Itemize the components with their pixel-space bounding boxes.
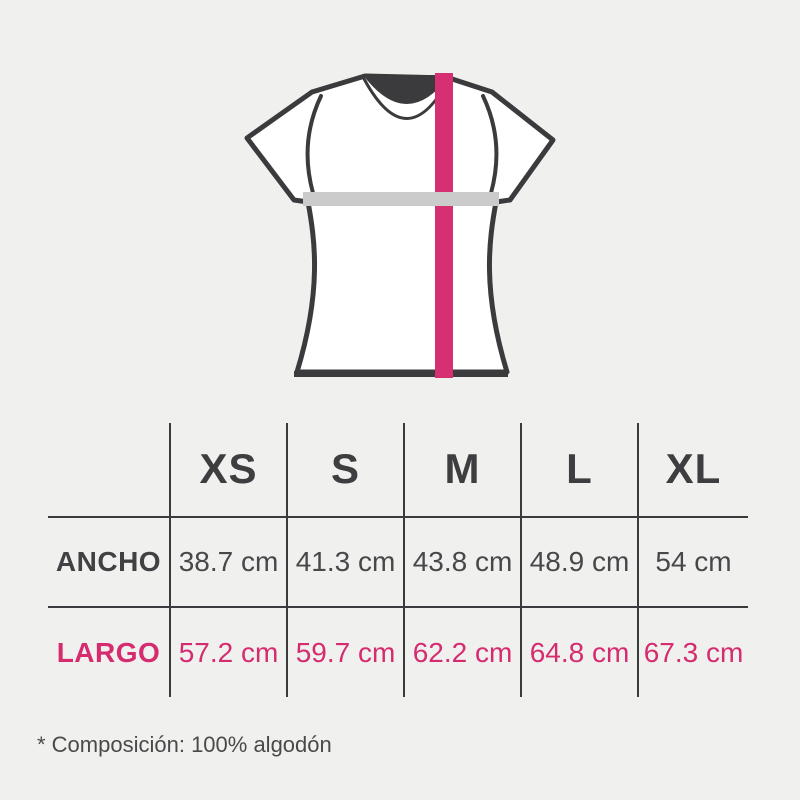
neck-opening (363, 75, 450, 104)
largo-value-xs: 57.2 cm (169, 608, 286, 697)
ancho-value-l: 48.9 cm (520, 517, 637, 607)
corner-cell (48, 423, 169, 516)
ancho-value-xs: 38.7 cm (169, 517, 286, 607)
largo-row: LARGO 57.2 cm 59.7 cm 62.2 cm 64.8 cm 67… (48, 606, 748, 697)
size-header-s: S (286, 423, 403, 516)
size-header-xs: XS (169, 423, 286, 516)
size-header-xl: XL (637, 423, 748, 516)
ancho-row-label: ANCHO (55, 545, 162, 577)
size-header-row: XS S M L XL (48, 423, 748, 516)
largo-row-label: LARGO (56, 636, 161, 668)
left-armhole-seam (305, 94, 323, 195)
ancho-row: ANCHO 38.7 cm 41.3 cm 43.8 cm 48.9 cm 54… (48, 515, 748, 607)
composition-footnote: * Composición: 100% algodón (37, 732, 332, 757)
ancho-value-m: 43.8 cm (403, 517, 520, 607)
width-band (303, 192, 499, 206)
largo-value-xl: 67.3 cm (637, 608, 748, 697)
length-band (435, 73, 453, 378)
size-table: XS S M L XL ANCHO 38.7 cm 41.3 cm 43.8 c… (48, 423, 748, 697)
tshirt-outline (244, 73, 556, 375)
ancho-value-s: 41.3 cm (286, 517, 403, 607)
size-header-m: M (403, 423, 520, 516)
largo-value-l: 64.8 cm (520, 608, 637, 697)
size-header-l: L (520, 423, 637, 516)
hem-bar (294, 371, 508, 377)
tshirt-illustration (244, 73, 556, 378)
largo-value-s: 59.7 cm (286, 608, 403, 697)
ancho-value-xl: 54 cm (637, 517, 748, 607)
largo-value-m: 62.2 cm (403, 608, 520, 697)
right-armhole-seam (481, 94, 499, 195)
